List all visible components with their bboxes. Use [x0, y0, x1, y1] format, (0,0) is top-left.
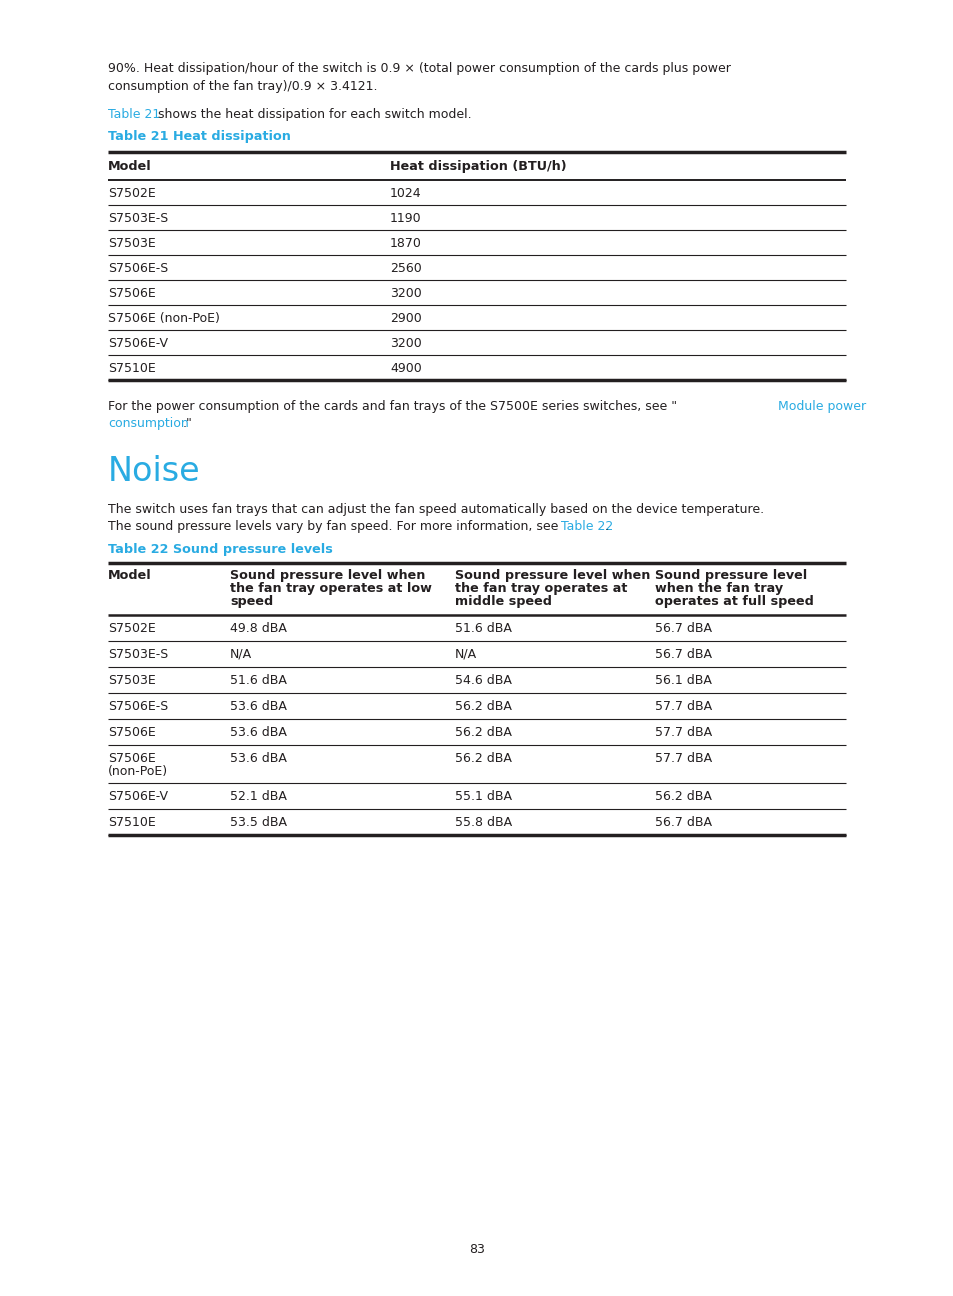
Text: 56.2 dBA: 56.2 dBA: [455, 700, 512, 713]
Text: S7502E: S7502E: [108, 622, 155, 635]
Text: 55.8 dBA: 55.8 dBA: [455, 816, 512, 829]
Text: Module power: Module power: [778, 400, 865, 413]
Text: The sound pressure levels vary by fan speed. For more information, see: The sound pressure levels vary by fan sp…: [108, 520, 561, 533]
Text: operates at full speed: operates at full speed: [655, 595, 813, 608]
Text: Noise: Noise: [108, 455, 200, 489]
Text: S7506E (non-PoE): S7506E (non-PoE): [108, 312, 219, 325]
Text: 52.1 dBA: 52.1 dBA: [230, 791, 287, 804]
Text: 56.7 dBA: 56.7 dBA: [655, 816, 711, 829]
Text: 56.7 dBA: 56.7 dBA: [655, 622, 711, 635]
Text: 53.5 dBA: 53.5 dBA: [230, 816, 287, 829]
Text: S7506E-V: S7506E-V: [108, 337, 168, 350]
Text: speed: speed: [230, 595, 273, 608]
Text: Model: Model: [108, 569, 152, 582]
Text: S7503E: S7503E: [108, 237, 155, 250]
Text: S7506E: S7506E: [108, 752, 155, 765]
Text: (non-PoE): (non-PoE): [108, 765, 168, 778]
Text: 51.6 dBA: 51.6 dBA: [455, 622, 512, 635]
Text: 56.1 dBA: 56.1 dBA: [655, 674, 711, 687]
Text: S7506E-S: S7506E-S: [108, 262, 168, 275]
Text: 57.7 dBA: 57.7 dBA: [655, 752, 711, 765]
Text: Model: Model: [108, 159, 152, 172]
Text: Sound pressure level when: Sound pressure level when: [230, 569, 425, 582]
Text: 90%. Heat dissipation/hour of the switch is 0.9 × (total power consumption of th: 90%. Heat dissipation/hour of the switch…: [108, 62, 730, 75]
Text: Heat dissipation (BTU/h): Heat dissipation (BTU/h): [390, 159, 566, 172]
Text: S7503E-S: S7503E-S: [108, 648, 168, 661]
Text: 56.2 dBA: 56.2 dBA: [655, 791, 711, 804]
Text: Sound pressure level when: Sound pressure level when: [455, 569, 650, 582]
Text: 2560: 2560: [390, 262, 421, 275]
Text: S7506E-S: S7506E-S: [108, 700, 168, 713]
Text: middle speed: middle speed: [455, 595, 552, 608]
Text: S7506E-V: S7506E-V: [108, 791, 168, 804]
Text: Table 21 Heat dissipation: Table 21 Heat dissipation: [108, 130, 291, 143]
Text: 3200: 3200: [390, 337, 421, 350]
Text: 1024: 1024: [390, 187, 421, 200]
Text: S7502E: S7502E: [108, 187, 155, 200]
Text: Table 21: Table 21: [108, 108, 160, 121]
Text: S7503E-S: S7503E-S: [108, 213, 168, 226]
Text: 57.7 dBA: 57.7 dBA: [655, 726, 711, 739]
Text: 54.6 dBA: 54.6 dBA: [455, 674, 512, 687]
Text: S7506E: S7506E: [108, 726, 155, 739]
Text: consumption: consumption: [108, 417, 189, 430]
Text: 49.8 dBA: 49.8 dBA: [230, 622, 287, 635]
Text: 53.6 dBA: 53.6 dBA: [230, 752, 287, 765]
Text: 56.2 dBA: 56.2 dBA: [455, 752, 512, 765]
Text: .": .": [183, 417, 193, 430]
Text: 2900: 2900: [390, 312, 421, 325]
Text: 53.6 dBA: 53.6 dBA: [230, 700, 287, 713]
Text: N/A: N/A: [230, 648, 252, 661]
Text: The switch uses fan trays that can adjust the fan speed automatically based on t: The switch uses fan trays that can adjus…: [108, 503, 763, 516]
Text: .: .: [604, 520, 608, 533]
Text: the fan tray operates at low: the fan tray operates at low: [230, 582, 432, 595]
Text: consumption of the fan tray)/0.9 × 3.4121.: consumption of the fan tray)/0.9 × 3.412…: [108, 80, 377, 93]
Text: For the power consumption of the cards and fan trays of the S7500E series switch: For the power consumption of the cards a…: [108, 400, 677, 413]
Text: 4900: 4900: [390, 362, 421, 375]
Text: Table 22 Sound pressure levels: Table 22 Sound pressure levels: [108, 543, 333, 556]
Text: shows the heat dissipation for each switch model.: shows the heat dissipation for each swit…: [153, 108, 471, 121]
Text: Table 22: Table 22: [560, 520, 613, 533]
Text: when the fan tray: when the fan tray: [655, 582, 782, 595]
Text: S7506E: S7506E: [108, 286, 155, 299]
Text: 56.7 dBA: 56.7 dBA: [655, 648, 711, 661]
Text: S7510E: S7510E: [108, 362, 155, 375]
Text: 1190: 1190: [390, 213, 421, 226]
Text: 57.7 dBA: 57.7 dBA: [655, 700, 711, 713]
Text: 1870: 1870: [390, 237, 421, 250]
Text: 51.6 dBA: 51.6 dBA: [230, 674, 287, 687]
Text: 3200: 3200: [390, 286, 421, 299]
Text: S7510E: S7510E: [108, 816, 155, 829]
Text: the fan tray operates at: the fan tray operates at: [455, 582, 627, 595]
Text: 53.6 dBA: 53.6 dBA: [230, 726, 287, 739]
Text: 56.2 dBA: 56.2 dBA: [455, 726, 512, 739]
Text: 83: 83: [469, 1243, 484, 1256]
Text: Sound pressure level: Sound pressure level: [655, 569, 806, 582]
Text: 55.1 dBA: 55.1 dBA: [455, 791, 512, 804]
Text: N/A: N/A: [455, 648, 476, 661]
Text: S7503E: S7503E: [108, 674, 155, 687]
